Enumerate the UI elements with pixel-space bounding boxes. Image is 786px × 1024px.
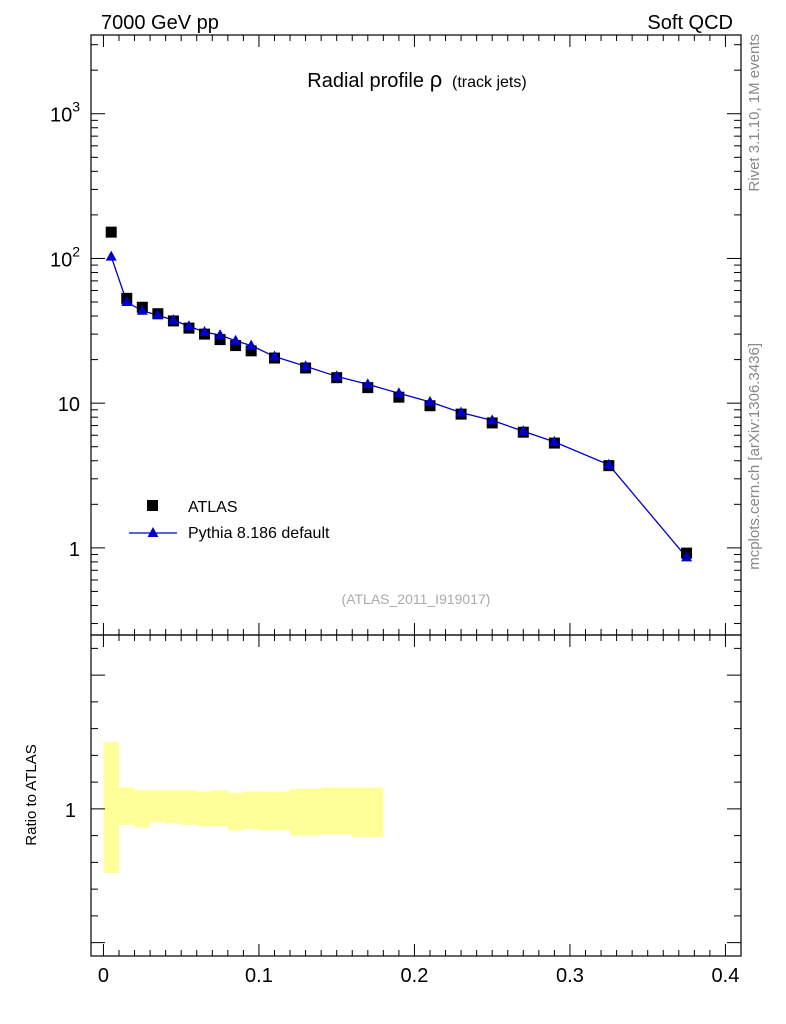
x-tick-label: 0: [98, 965, 109, 987]
pythia-point: [268, 350, 280, 361]
analysis-watermark: (ATLAS_2011_I919017): [342, 591, 491, 607]
ratio-band-segment: [212, 790, 228, 827]
ratio-band-segment: [150, 790, 166, 823]
legend-pythia-label: Pythia 8.186 default: [188, 525, 330, 542]
x-tick-label: 0.4: [712, 965, 740, 987]
ratio-axes: 1 0 0.1 0.2 0.3 0.4: [65, 635, 741, 987]
pythia-point: [393, 387, 405, 398]
header-left: 7000 GeV pp: [101, 12, 219, 34]
ratio-plot-frame: [90, 634, 742, 957]
legend-pythia-marker: [147, 527, 159, 537]
chart-title-main: Radial profile: [307, 70, 424, 92]
main-y-tick-label: 102: [50, 243, 80, 271]
ratio-ylabel: Ratio to ATLAS: [23, 744, 40, 845]
chart-title: Radial profile: [307, 70, 424, 92]
legend-atlas-label: ATLAS: [188, 499, 238, 516]
ratio-band-segment: [321, 787, 353, 835]
main-y-tick-label-base: 10: [50, 105, 72, 127]
ratio-band-segment: [103, 742, 119, 874]
x-tick-label: 0.1: [245, 965, 273, 987]
ratio-band-segment: [196, 791, 213, 827]
ratio-band-segment: [290, 788, 322, 836]
pythia-point: [105, 250, 117, 261]
pythia-point: [300, 360, 312, 371]
pythia-series-line: [110, 256, 688, 558]
pythia-point: [199, 326, 211, 337]
ratio-band-segment: [227, 792, 244, 831]
atlas-point: [230, 340, 242, 352]
main-y-tick-label-exp: 3: [72, 99, 80, 115]
atlas-point: [214, 334, 226, 346]
ratio-y-tick-label: 1: [65, 800, 76, 822]
ratio-band-segment: [243, 791, 259, 829]
rivet-label: Rivet 3.1.10, 1M events: [746, 34, 763, 192]
pythia-point: [486, 414, 498, 425]
header-right: Soft QCD: [647, 12, 733, 34]
ratio-band-segment: [181, 790, 197, 825]
pythia-point: [455, 406, 467, 417]
pythia-point: [517, 425, 529, 436]
atlas-point: [245, 345, 257, 357]
x-tick-label: 0.3: [556, 965, 584, 987]
x-tick-label: 0.2: [401, 965, 429, 987]
ratio-band-segment: [352, 787, 384, 837]
legend: ATLAS Pythia 8.186 default: [129, 499, 330, 542]
ratio-band-segment: [118, 787, 135, 825]
pythia-point: [136, 304, 148, 315]
mcplots-label: mcplots.cern.ch [arXiv:1306.3436]: [746, 343, 763, 570]
pythia-point: [424, 395, 436, 406]
pythia-line: [110, 256, 688, 558]
main-y-tick-label: 103: [50, 99, 80, 127]
main-y-tick-label-exp: 2: [72, 243, 80, 259]
pythia-point: [152, 309, 164, 320]
chart-title-suffix: (track jets): [452, 74, 527, 91]
ratio-band-segment: [134, 790, 151, 828]
pythia-point: [681, 551, 693, 562]
pythia-point: [121, 296, 133, 307]
main-y-tick-label-base: 10: [50, 249, 72, 271]
atlas-point: [105, 226, 117, 238]
pythia-point: [230, 334, 242, 345]
ratio-band-segment: [165, 790, 182, 824]
pythia-point: [183, 320, 195, 331]
main-y-tick-label: 10: [58, 394, 80, 416]
pythia-point: [362, 378, 374, 389]
main-plot-frame: [90, 34, 742, 636]
pythia-markers: [105, 250, 693, 562]
chart-title-symbol: ρ: [430, 67, 443, 92]
legend-atlas-marker: [147, 500, 158, 511]
pythia-point: [331, 370, 343, 381]
main-y-tick-label: 1: [69, 539, 80, 561]
pythia-point: [167, 314, 179, 325]
pythia-point: [548, 435, 560, 446]
ratio-band-segment: [258, 791, 291, 831]
ratio-band: [103, 742, 384, 874]
pythia-point: [214, 329, 226, 340]
pythia-point: [603, 458, 615, 469]
pythia-point: [245, 339, 257, 350]
